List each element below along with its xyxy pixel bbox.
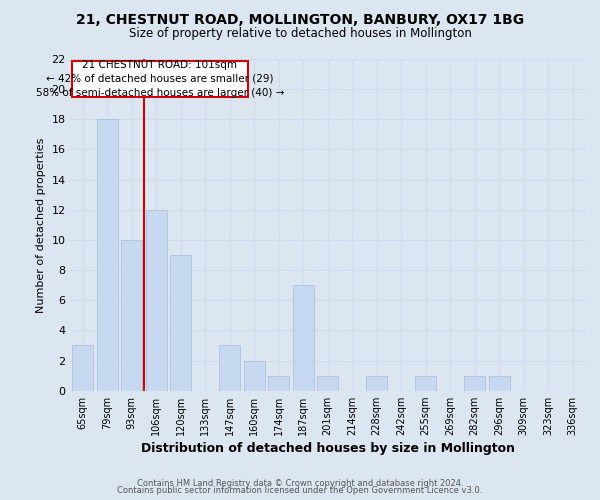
Text: Size of property relative to detached houses in Mollington: Size of property relative to detached ho…: [128, 28, 472, 40]
Bar: [219, 346, 240, 391]
Bar: [170, 255, 191, 390]
Bar: [489, 376, 509, 390]
Bar: [146, 210, 167, 390]
X-axis label: Distribution of detached houses by size in Mollington: Distribution of detached houses by size …: [140, 442, 515, 455]
Text: Contains HM Land Registry data © Crown copyright and database right 2024.: Contains HM Land Registry data © Crown c…: [137, 478, 463, 488]
Text: Contains public sector information licensed under the Open Government Licence v3: Contains public sector information licen…: [118, 486, 482, 495]
Bar: [464, 376, 485, 390]
FancyBboxPatch shape: [71, 62, 248, 96]
Text: 21, CHESTNUT ROAD, MOLLINGTON, BANBURY, OX17 1BG: 21, CHESTNUT ROAD, MOLLINGTON, BANBURY, …: [76, 12, 524, 26]
Bar: [317, 376, 338, 390]
Y-axis label: Number of detached properties: Number of detached properties: [35, 137, 46, 312]
Bar: [72, 346, 93, 391]
Bar: [268, 376, 289, 390]
Bar: [415, 376, 436, 390]
Bar: [244, 360, 265, 390]
Text: 21 CHESTNUT ROAD: 101sqm
← 42% of detached houses are smaller (29)
58% of semi-d: 21 CHESTNUT ROAD: 101sqm ← 42% of detach…: [35, 60, 284, 98]
Bar: [121, 240, 142, 390]
Bar: [293, 285, 314, 391]
Bar: [366, 376, 387, 390]
Bar: [97, 120, 118, 390]
